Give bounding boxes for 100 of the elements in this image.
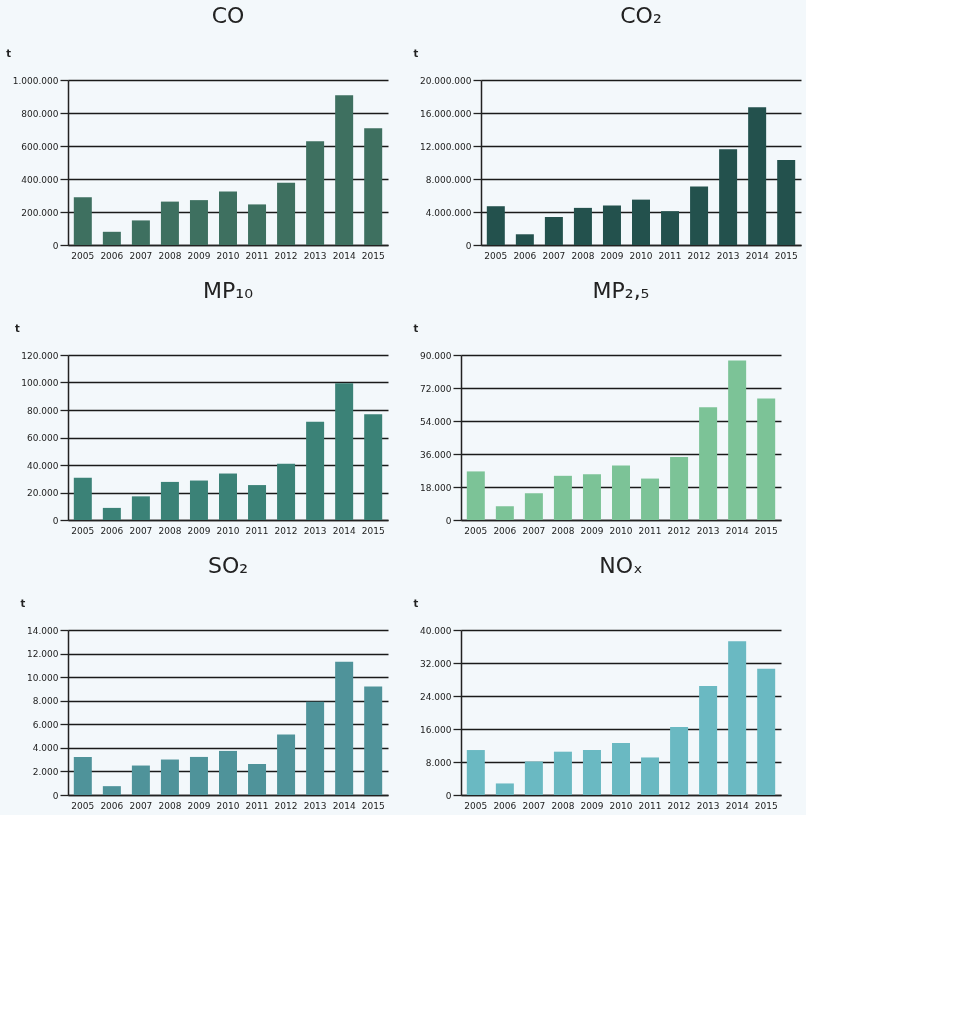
bar <box>219 473 237 520</box>
y-tick-label: 32.000 <box>420 658 452 669</box>
bar <box>335 95 354 245</box>
bar <box>661 211 680 245</box>
x-tick-label: 2005 <box>71 250 95 261</box>
x-tick-label: 2005 <box>71 800 95 811</box>
x-tick-label: 2006 <box>100 250 124 261</box>
x-tick-label: 2011 <box>245 800 269 811</box>
y-axis-title: t <box>413 47 419 59</box>
y-tick-label: 6.000 <box>32 719 59 730</box>
chart-title: CO <box>211 3 245 28</box>
bar <box>670 726 689 795</box>
chart-title: MP₁₀ <box>203 278 254 303</box>
y-tick-label: 20.000 <box>27 488 59 498</box>
bar <box>495 783 514 795</box>
x-tick-label: 2010 <box>609 800 633 811</box>
y-tick-label: 400.000 <box>21 174 59 185</box>
x-tick-label: 2006 <box>513 250 537 261</box>
x-tick-label: 2009 <box>187 800 211 811</box>
x-tick-label: 2005 <box>464 525 488 536</box>
x-tick-label: 2010 <box>216 250 240 261</box>
x-tick-label: 2013 <box>696 525 720 536</box>
bar <box>719 149 738 245</box>
bar <box>553 751 572 795</box>
bar <box>495 506 514 520</box>
x-tick-label: 2006 <box>100 800 124 811</box>
x-tick-label: 2015 <box>754 525 778 536</box>
x-tick-label: 2005 <box>484 250 508 261</box>
bar <box>364 414 383 520</box>
x-tick-label: 2009 <box>580 800 604 811</box>
bar <box>102 231 121 245</box>
y-tick-label: 0 <box>445 790 452 801</box>
bar <box>189 480 208 520</box>
y-tick-label: 80.000 <box>27 405 59 416</box>
x-tick-label: 2008 <box>158 800 182 811</box>
y-tick-label: 120.000 <box>21 350 59 361</box>
bar <box>641 478 660 520</box>
y-tick-label: 8.000.000 <box>425 174 472 185</box>
bar <box>160 201 179 245</box>
x-tick-label: 2015 <box>774 250 798 261</box>
x-tick-label: 2007 <box>129 250 153 261</box>
bar <box>699 686 718 795</box>
x-tick-label: 2012 <box>687 250 711 261</box>
x-tick-label: 2008 <box>158 525 182 536</box>
x-tick-label: 2010 <box>216 800 240 811</box>
x-tick-label: 2012 <box>667 800 691 811</box>
bar <box>277 734 296 795</box>
x-tick-label: 2015 <box>361 525 385 536</box>
y-tick-label: 8.000 <box>425 757 452 768</box>
bar <box>73 756 92 795</box>
bar <box>748 107 767 245</box>
x-tick-label: 2009 <box>580 525 604 536</box>
y-tick-label: 10.000 <box>27 672 59 683</box>
x-tick-label: 2014 <box>332 250 356 261</box>
bar <box>306 141 325 245</box>
x-tick-label: 2007 <box>522 800 546 811</box>
y-tick-label: 0 <box>52 515 59 526</box>
x-tick-label: 2011 <box>638 800 662 811</box>
x-tick-label: 2010 <box>609 525 633 536</box>
bar <box>777 160 796 245</box>
x-tick-label: 2006 <box>493 525 517 536</box>
y-tick-label: 2.000 <box>32 766 59 777</box>
x-tick-label: 2005 <box>71 525 95 536</box>
bar <box>602 205 621 245</box>
x-tick-label: 2006 <box>100 525 124 536</box>
bar <box>757 398 776 520</box>
x-tick-label: 2008 <box>551 525 575 536</box>
y-tick-label: 0 <box>52 790 59 801</box>
bar <box>757 668 776 795</box>
chart-title: MP₂,₅ <box>592 278 650 303</box>
bar <box>277 182 296 245</box>
x-tick-label: 2011 <box>245 250 269 261</box>
y-tick-label: 12.000.000 <box>419 141 472 152</box>
y-axis-title: t <box>6 47 12 59</box>
bar <box>131 496 150 520</box>
y-tick-label: 200.000 <box>21 207 59 218</box>
y-tick-label: 800.000 <box>21 108 59 119</box>
bar <box>632 199 650 245</box>
bar <box>466 471 485 520</box>
bar <box>486 206 505 245</box>
y-tick-label: 90.000 <box>420 350 452 361</box>
bar <box>102 507 121 520</box>
x-tick-label: 2011 <box>638 525 662 536</box>
bar <box>728 641 747 795</box>
x-tick-label: 2010 <box>629 250 653 261</box>
bar <box>364 128 383 245</box>
x-tick-label: 2013 <box>716 250 740 261</box>
bar <box>553 475 572 520</box>
x-tick-label: 2014 <box>332 800 356 811</box>
x-tick-label: 2008 <box>551 800 575 811</box>
y-axis-title: t <box>413 597 419 609</box>
y-tick-label: 54.000 <box>420 416 452 427</box>
x-tick-label: 2006 <box>493 800 517 811</box>
y-tick-label: 60.000 <box>27 433 59 443</box>
bar <box>248 485 267 520</box>
bar <box>131 220 150 245</box>
y-tick-label: 4.000.000 <box>425 207 472 218</box>
bar <box>248 764 267 795</box>
bar <box>131 765 150 795</box>
bar <box>612 743 630 795</box>
